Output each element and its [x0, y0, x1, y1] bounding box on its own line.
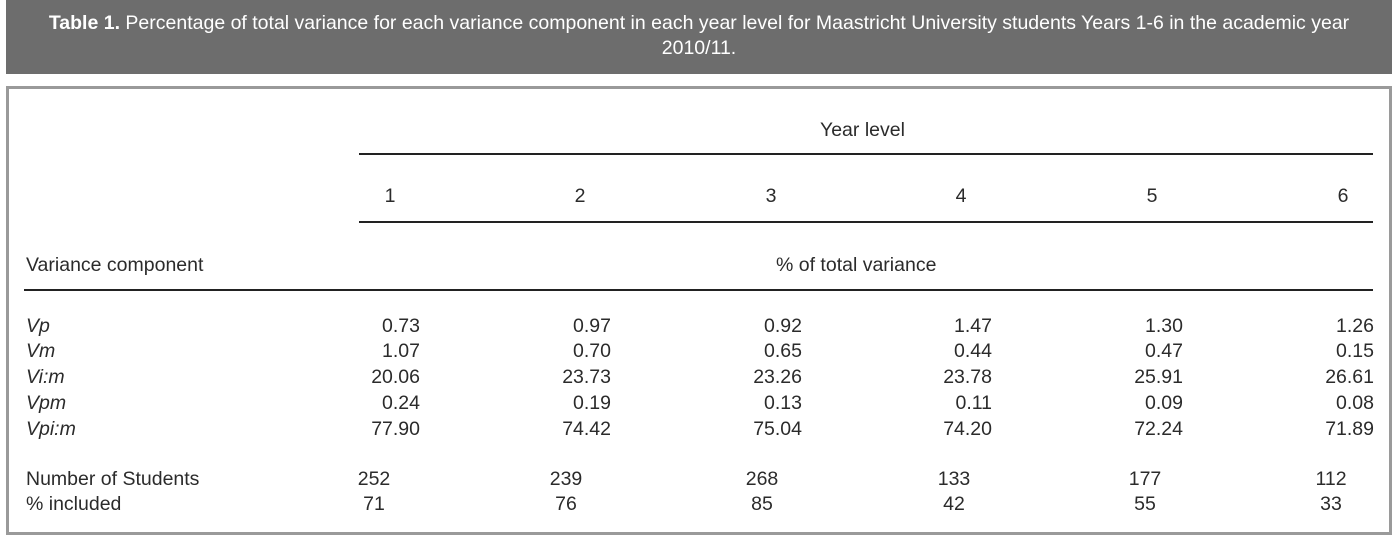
table-cell: 71.89 — [1325, 418, 1374, 440]
table-cell: 268 — [745, 468, 779, 490]
header-rule-bottom — [24, 289, 1373, 291]
table-caption: Table 1. Percentage of total variance fo… — [6, 0, 1392, 74]
table-cell: 42 — [943, 493, 965, 515]
caption-text: Percentage of total variance for each va… — [125, 12, 1350, 59]
table-cell: 1.47 — [954, 315, 992, 337]
caption-label: Table 1. — [48, 12, 120, 34]
table-cell: 0.92 — [764, 315, 802, 337]
table-cell: 0.08 — [1336, 392, 1374, 414]
component-label: Vi:m — [26, 366, 65, 388]
table-cell: 1.26 — [1336, 315, 1374, 337]
component-label: Vp — [26, 315, 50, 337]
table-cell: 0.11 — [955, 392, 992, 414]
table-cell: 74.20 — [943, 418, 992, 440]
table-cell: 55 — [1134, 493, 1156, 515]
table-cell: 0.47 — [1145, 340, 1183, 362]
value-header: % of total variance — [776, 254, 937, 276]
table-cell: 1.07 — [382, 340, 420, 362]
table-cell: 20.06 — [371, 366, 420, 388]
table-cell: 0.97 — [573, 315, 611, 337]
table-cell: 23.73 — [562, 366, 611, 388]
table-cell: 75.04 — [753, 418, 802, 440]
table-cell: 0.15 — [1336, 340, 1374, 362]
table-cell: 0.70 — [573, 340, 611, 362]
year-column-header: 3 — [765, 185, 777, 207]
table-cell: 0.73 — [382, 315, 420, 337]
table-cell: 25.91 — [1134, 366, 1183, 388]
component-label: Vpi:m — [26, 418, 76, 440]
table-cell: 71 — [363, 493, 385, 515]
table-cell: 0.65 — [764, 340, 802, 362]
table-cell: 112 — [1315, 468, 1347, 490]
table-cell: 252 — [357, 468, 391, 490]
table-cell: 85 — [751, 493, 773, 515]
table-cell: 0.44 — [954, 340, 992, 362]
summary-label: Number of Students — [26, 468, 200, 490]
row-header: Variance component — [26, 254, 204, 276]
header-rule-middle — [359, 221, 1373, 223]
table-cell: 76 — [555, 493, 577, 515]
year-column-header: 4 — [955, 185, 967, 207]
table-cell: 0.24 — [382, 392, 420, 414]
table-cell: 23.78 — [943, 366, 992, 388]
component-label: Vpm — [26, 392, 67, 414]
summary-label: % included — [26, 493, 122, 515]
year-column-header: 2 — [574, 185, 586, 207]
table-cell: 74.42 — [562, 418, 611, 440]
table-cell: 0.09 — [1145, 392, 1183, 414]
table-cell: 0.13 — [764, 392, 802, 414]
table-cell: 23.26 — [753, 366, 802, 388]
year-column-header: 6 — [1337, 185, 1349, 207]
year-level-header: Year level — [820, 119, 905, 141]
table-cell: 1.30 — [1145, 315, 1183, 337]
table-cell: 77.90 — [371, 418, 420, 440]
component-label: Vm — [26, 340, 56, 362]
header-rule-top — [359, 153, 1373, 155]
table-cell: 239 — [549, 468, 583, 490]
table-panel — [6, 86, 1392, 535]
table-cell: 133 — [937, 468, 971, 490]
year-column-header: 5 — [1146, 185, 1158, 207]
table-cell: 33 — [1320, 493, 1342, 515]
year-column-header: 1 — [384, 185, 396, 207]
table-cell: 0.19 — [573, 392, 611, 414]
table-cell: 72.24 — [1134, 418, 1183, 440]
table-cell: 26.61 — [1325, 366, 1374, 388]
table-cell: 177 — [1128, 468, 1162, 490]
